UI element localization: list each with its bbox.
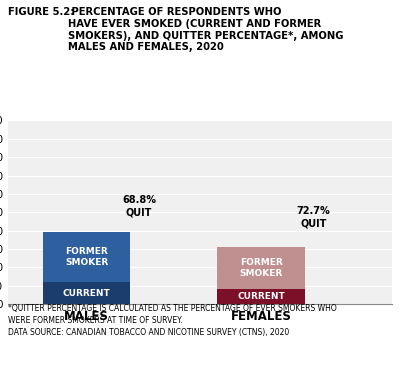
Text: *QUITTER PERCENTAGE IS CALCULATED AS THE PERCENTAGE OF EVER SMOKERS WHO
WERE FOR: *QUITTER PERCENTAGE IS CALCULATED AS THE… xyxy=(8,304,337,337)
Text: FIGURE 5.2:: FIGURE 5.2: xyxy=(8,7,74,17)
Bar xyxy=(218,289,305,304)
Bar xyxy=(218,247,305,289)
Text: PERCENTAGE OF RESPONDENTS WHO
HAVE EVER SMOKED (CURRENT AND FORMER
SMOKERS), AND: PERCENTAGE OF RESPONDENTS WHO HAVE EVER … xyxy=(68,7,343,52)
Text: FORMER
SMOKER: FORMER SMOKER xyxy=(240,258,283,278)
Text: 68.8%
QUIT: 68.8% QUIT xyxy=(122,195,156,218)
Text: CURRENT: CURRENT xyxy=(237,292,285,301)
Text: 72.7%
QUIT: 72.7% QUIT xyxy=(296,206,330,229)
Bar xyxy=(43,233,130,282)
Text: CURRENT: CURRENT xyxy=(63,289,110,298)
Bar xyxy=(43,282,130,304)
Text: FORMER
SMOKER: FORMER SMOKER xyxy=(65,247,108,267)
